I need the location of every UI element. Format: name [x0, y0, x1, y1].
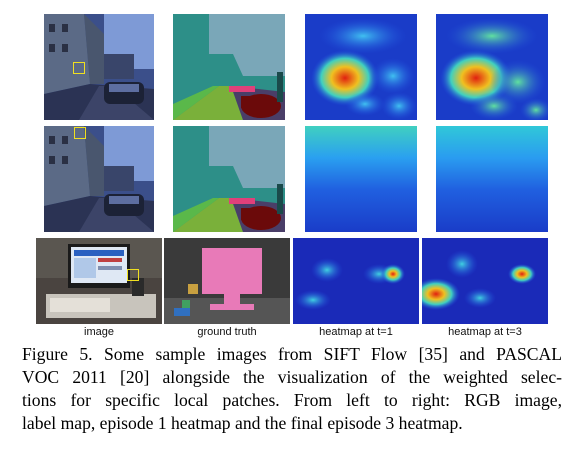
row1-rgb-image	[44, 14, 154, 120]
caption-line: Figure 5. Some sample images from SIFT F…	[22, 344, 562, 364]
column-label-ground-truth: ground truth	[197, 326, 257, 338]
row2-label-map	[173, 126, 285, 232]
column-label-heatmap-t3: heatmap at t=3	[448, 326, 522, 338]
row3-heatmap-t1	[293, 238, 419, 324]
patch-highlight-box	[127, 269, 139, 281]
row3-heatmap-t3	[422, 238, 548, 324]
figure-caption: Figure 5. Some sample images from SIFT F…	[22, 343, 562, 435]
caption-line: tions for specific local patches. From l…	[22, 390, 562, 410]
row2-heatmap-t3	[436, 126, 548, 232]
row3-rgb-image	[36, 238, 162, 324]
row3-label-map	[164, 238, 290, 324]
row2-heatmap-t1	[305, 126, 417, 232]
patch-highlight-box	[73, 62, 85, 74]
row1-heatmap-t3	[436, 14, 548, 120]
patch-highlight-box	[74, 127, 86, 139]
caption-line: label map, episode 1 heatmap and the fin…	[22, 413, 463, 433]
caption-line: VOC 2011 [20] alongside the visualizatio…	[22, 367, 562, 387]
column-label-heatmap-t1: heatmap at t=1	[319, 326, 393, 338]
row1-heatmap-t1	[305, 14, 417, 120]
column-label-image: image	[84, 326, 114, 338]
row1-label-map	[173, 14, 285, 120]
row2-rgb-image	[44, 126, 154, 232]
